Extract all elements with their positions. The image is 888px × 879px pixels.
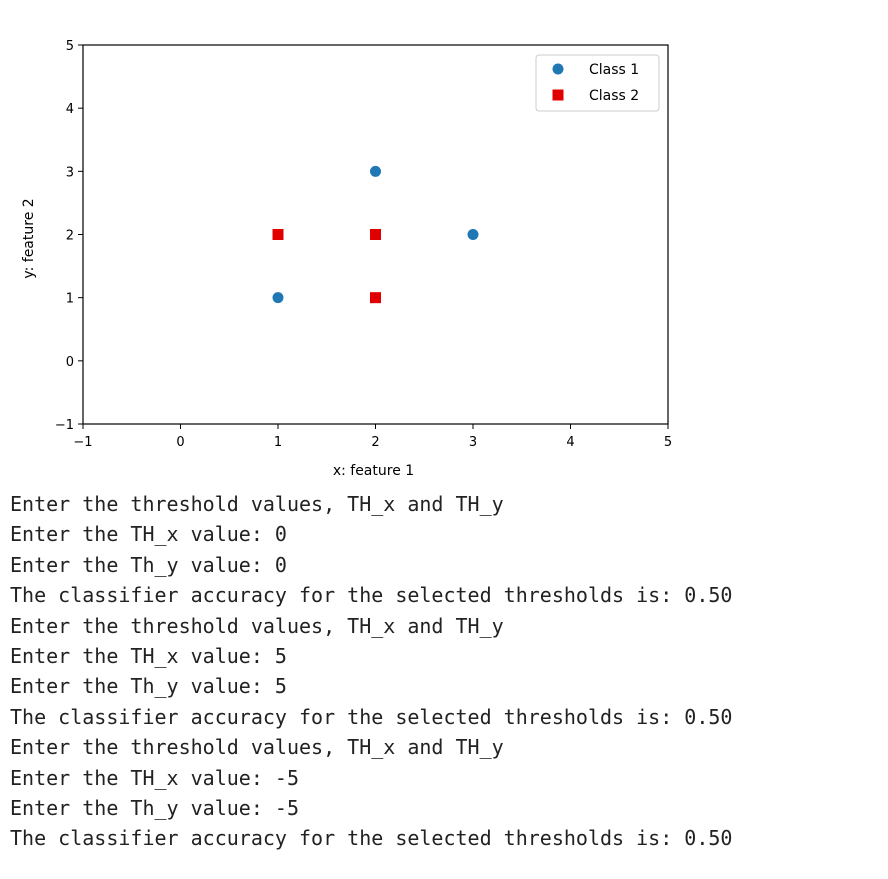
legend: Class 1 Class 2: [535, 54, 660, 112]
class-1-point: [370, 165, 381, 177]
scatter-figure: −1 0 1 2 3 4 5 −1 0 1 2 3 4 5 x: feature 1 y: feature 2…: [21, 39, 672, 479]
y-tick-label: 4: [66, 102, 74, 117]
console-line: Enter the Th_y value: 5: [10, 674, 287, 699]
y-tick-label: 3: [66, 165, 74, 180]
class-1-point: [272, 292, 284, 304]
console-line: Enter the threshold values, TH_x and TH_…: [10, 492, 504, 516]
x-tick-label: 2: [371, 435, 379, 450]
y-tick-label: 5: [66, 39, 74, 54]
y-axis-label: y: feature 2: [21, 198, 37, 278]
console-line: Enter the TH_x value: -5: [10, 765, 299, 790]
console-line: The classifier accuracy for the selected…: [10, 583, 733, 608]
legend-circle-marker: [552, 63, 564, 75]
y-tick-label: −1: [55, 418, 74, 433]
legend-box: [535, 54, 660, 112]
legend-label: Class 2: [589, 88, 639, 104]
class-2-point: [370, 292, 381, 304]
x-axis-label: x: feature 1: [333, 463, 414, 479]
y-tick-label: 2: [66, 229, 74, 244]
console-line: Enter the Th_y value: 0: [10, 552, 287, 577]
x-tick-label: 3: [469, 435, 477, 450]
console-line: Enter the Th_y value: -5: [10, 795, 299, 820]
class-1-point: [467, 229, 479, 240]
console-output: Enter the threshold values, TH_x and TH_…: [10, 489, 880, 854]
x-tick-label: −1: [73, 435, 92, 450]
y-tick-label: 0: [66, 355, 74, 370]
x-tick-label: 4: [566, 435, 574, 450]
y-tick-label: 1: [66, 292, 74, 307]
console-line: Enter the TH_x value: 5: [10, 643, 287, 668]
class-2-point: [370, 229, 381, 240]
scatter-chart: −1 0 1 2 3 4 5 −1 0 1 2 3 4 5 x: feature 1 y: feature 2…: [21, 39, 672, 479]
console-line: Enter the threshold values, TH_x and TH_…: [10, 735, 504, 760]
console-line: Enter the threshold values, TH_x and TH_…: [10, 613, 504, 638]
legend-square-marker: [552, 89, 564, 101]
x-tick-label: 1: [274, 435, 282, 450]
axes-layer: −1 0 1 2 3 4 5 −1 0 1 2 3 4 5 x: feature 1 y: feature 2: [21, 39, 672, 479]
console-line: The classifier accuracy for the selected…: [10, 826, 733, 851]
x-tick-label: 5: [664, 435, 672, 450]
class-2-point: [272, 229, 284, 240]
legend-label: Class 1: [589, 62, 639, 78]
x-tick-label: 0: [176, 435, 184, 450]
console-line: Enter the TH_x value: 0: [10, 522, 287, 547]
console-line: The classifier accuracy for the selected…: [10, 704, 733, 729]
marks-layer: [272, 165, 479, 304]
